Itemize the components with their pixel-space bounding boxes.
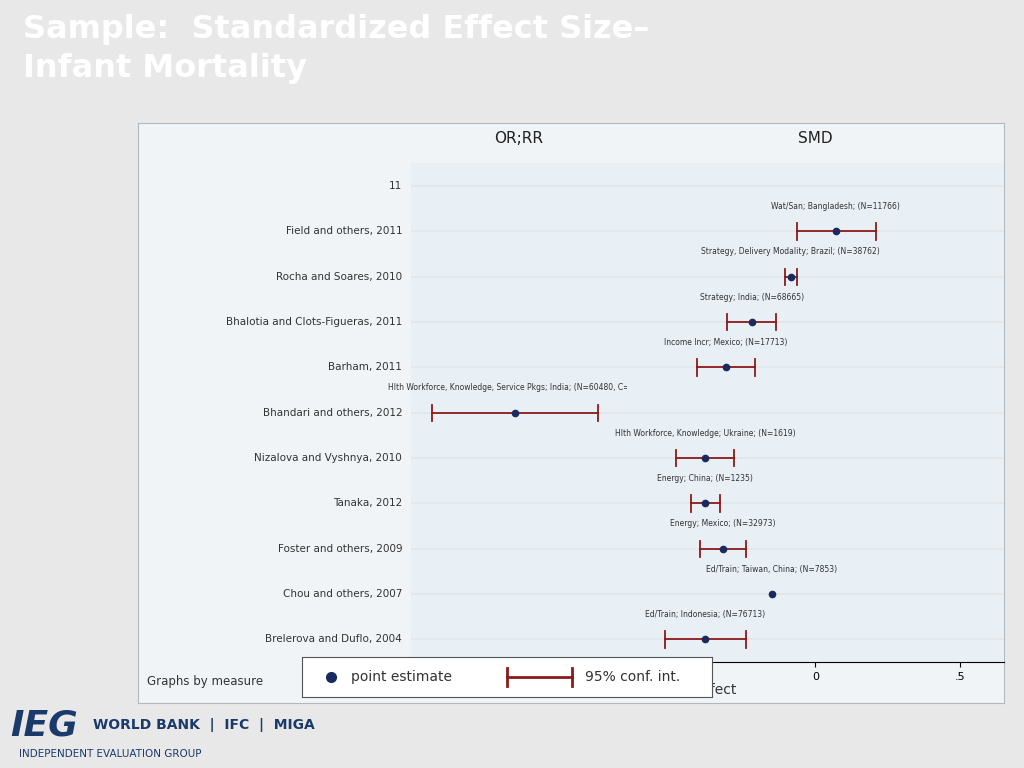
Text: Hlth Workforce, Knowledge; Ukraine; (N=1619): Hlth Workforce, Knowledge; Ukraine; (N=1… (615, 429, 796, 438)
Text: Income Incr; Mexico; (N=17713): Income Incr; Mexico; (N=17713) (664, 338, 787, 347)
Text: 11: 11 (389, 181, 402, 191)
Text: INDEPENDENT EVALUATION GROUP: INDEPENDENT EVALUATION GROUP (19, 750, 202, 760)
Text: 95% conf. int.: 95% conf. int. (585, 670, 680, 684)
Text: Foster and others, 2009: Foster and others, 2009 (278, 544, 402, 554)
Text: point estimate: point estimate (351, 670, 453, 684)
Text: OR;RR: OR;RR (495, 131, 544, 147)
Text: Graphs by measure: Graphs by measure (146, 675, 263, 688)
Text: Chou and others, 2007: Chou and others, 2007 (283, 589, 402, 599)
Text: Energy; China; (N=1235): Energy; China; (N=1235) (657, 474, 754, 483)
Text: Wat/San; Bangladesh; (N=11766): Wat/San; Bangladesh; (N=11766) (771, 202, 900, 211)
Text: Bhalotia and Clots-Figueras, 2011: Bhalotia and Clots-Figueras, 2011 (226, 317, 402, 327)
Text: Brelerova and Duflo, 2004: Brelerova and Duflo, 2004 (265, 634, 402, 644)
Text: Rocha and Soares, 2010: Rocha and Soares, 2010 (276, 272, 402, 282)
Text: size effect: size effect (665, 683, 736, 697)
Text: Sample:  Standardized Effect Size–
Infant Mortality: Sample: Standardized Effect Size– Infant… (23, 14, 649, 84)
Text: Bhandari and others, 2012: Bhandari and others, 2012 (262, 408, 402, 418)
Text: Energy; Mexico; (N=32973): Energy; Mexico; (N=32973) (670, 519, 775, 528)
Text: Strategy; India; (N=68665): Strategy; India; (N=68665) (699, 293, 804, 302)
Text: WORLD BANK  |  IFC  |  MIGA: WORLD BANK | IFC | MIGA (93, 718, 315, 733)
Text: Strategy, Delivery Modality; Brazil; (N=38762): Strategy, Delivery Modality; Brazil; (N=… (701, 247, 880, 257)
Text: Ed/Train; Taiwan, China; (N=7853): Ed/Train; Taiwan, China; (N=7853) (707, 564, 838, 574)
Text: Nizalova and Vyshnya, 2010: Nizalova and Vyshnya, 2010 (254, 453, 402, 463)
Text: Ed/Train; Indonesia; (N=76713): Ed/Train; Indonesia; (N=76713) (645, 610, 765, 619)
Text: SMD: SMD (798, 131, 833, 147)
Text: IEG: IEG (10, 708, 78, 743)
Text: Hlth Workforce, Knowledge, Service Pkgs; India; (N=60480, C=18): Hlth Workforce, Knowledge, Service Pkgs;… (388, 383, 642, 392)
Text: Field and others, 2011: Field and others, 2011 (286, 227, 402, 237)
Text: Barham, 2011: Barham, 2011 (329, 362, 402, 372)
Text: Tanaka, 2012: Tanaka, 2012 (333, 498, 402, 508)
